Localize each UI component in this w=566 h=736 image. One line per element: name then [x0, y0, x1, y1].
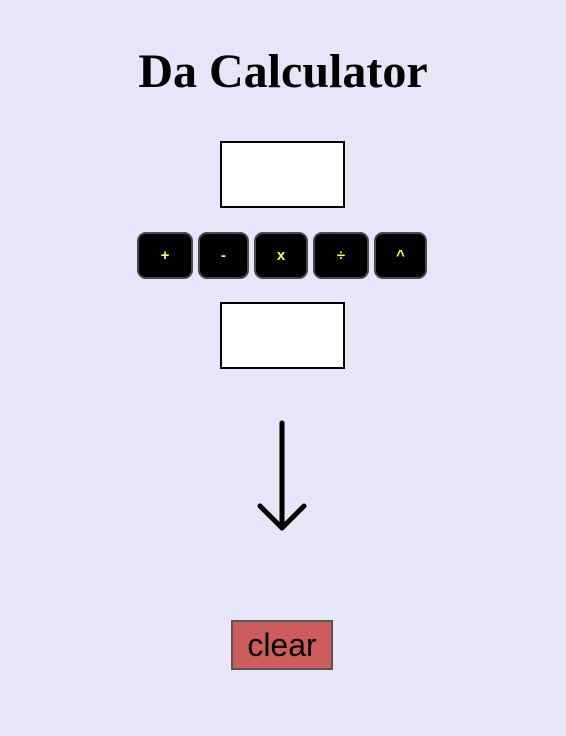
clear-button[interactable]: clear	[231, 620, 333, 670]
divide-button[interactable]: ÷	[313, 232, 369, 279]
arrow-down-icon	[257, 420, 307, 531]
add-button[interactable]: +	[137, 232, 193, 279]
power-button[interactable]: ^	[374, 232, 427, 279]
first-number-input[interactable]	[220, 141, 345, 208]
operator-button-row: + - x ÷ ^	[0, 232, 566, 279]
page-title: Da Calculator	[138, 45, 428, 98]
second-number-input[interactable]	[220, 302, 345, 369]
multiply-button[interactable]: x	[254, 232, 308, 279]
subtract-button[interactable]: -	[198, 232, 249, 279]
